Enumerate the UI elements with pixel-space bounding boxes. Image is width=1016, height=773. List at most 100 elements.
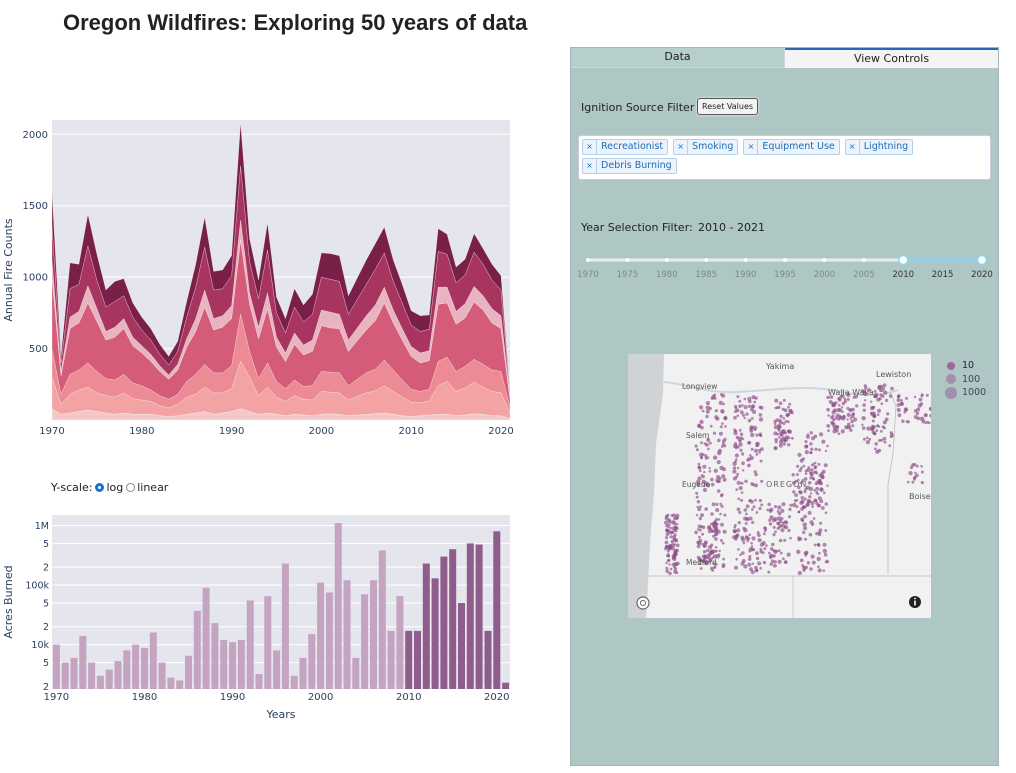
bar-2006[interactable] [370, 580, 377, 689]
fire-dot [703, 540, 708, 545]
bar-2007[interactable] [378, 550, 386, 690]
ignition-source-multiselect[interactable]: × Recreationist × Smoking × Equipment Us… [578, 135, 991, 180]
bar-2018[interactable] [475, 544, 483, 690]
fire-dot [821, 469, 826, 474]
bar-1981[interactable] [149, 632, 157, 690]
bar-1998[interactable] [299, 657, 307, 689]
fire-counts-area-chart[interactable]: 500 1000 1500 2000 1970 1980 1990 2000 2010 2020… [0, 110, 530, 445]
map-canvas[interactable]: Yakima Lewiston Walla Walla Longview Sal… [628, 354, 931, 618]
tab-data[interactable]: Data [571, 48, 785, 68]
tab-view-controls[interactable]: View Controls [785, 48, 998, 68]
ocean [628, 354, 664, 618]
legend-item-10[interactable]: 10 [945, 359, 986, 373]
remove-chip-icon[interactable]: × [744, 140, 759, 154]
bar-2000[interactable] [317, 582, 325, 689]
fire-dot [700, 513, 704, 518]
bar-2013[interactable] [431, 578, 439, 689]
oregon-fire-map[interactable]: Yakima Lewiston Walla Walla Longview Sal… [628, 354, 931, 618]
fire-dot [700, 474, 704, 477]
bar-1976[interactable] [105, 669, 113, 689]
bar-2002[interactable] [334, 523, 342, 689]
legend-item-1000[interactable]: 1000 [945, 386, 986, 400]
bar-y-tick-label: 5 [43, 539, 49, 550]
mapbox-logo-icon[interactable] [636, 596, 650, 610]
bar-1982[interactable] [158, 662, 166, 689]
legend-item-100[interactable]: 100 [945, 373, 986, 387]
fire-dot [797, 452, 802, 457]
fire-dot [805, 502, 810, 507]
bar-1989[interactable] [220, 639, 228, 689]
bar-1986[interactable] [193, 610, 201, 689]
bar-2008[interactable] [387, 630, 395, 689]
fire-dot [815, 490, 819, 494]
bar-2003[interactable] [343, 580, 351, 689]
bar-1993[interactable] [255, 674, 263, 689]
slider-handle-start[interactable] [897, 254, 909, 266]
bar-1979[interactable] [132, 644, 140, 689]
info-icon[interactable] [909, 596, 921, 608]
bar-1985[interactable] [185, 655, 192, 689]
bar-1980[interactable] [141, 647, 148, 689]
fire-dot [747, 404, 751, 408]
fire-dot [809, 442, 813, 446]
remove-chip-icon[interactable]: × [846, 140, 860, 154]
bar-1997[interactable] [290, 675, 298, 689]
remove-chip-icon[interactable]: × [583, 159, 597, 173]
bar-1974[interactable] [88, 662, 96, 689]
bar-1992[interactable] [246, 600, 254, 690]
reset-values-button[interactable]: Reset Values [697, 98, 759, 115]
bar-2016[interactable] [458, 603, 465, 689]
bar-1971[interactable] [61, 662, 69, 689]
bar-y-tick-label: 2 [43, 622, 49, 633]
bar-1990[interactable] [229, 642, 236, 689]
bar-2015[interactable] [449, 549, 457, 689]
bar-2009[interactable] [396, 596, 404, 689]
bar-2021[interactable] [502, 682, 510, 689]
bar-2010[interactable] [405, 630, 413, 689]
bar-1995[interactable] [273, 650, 281, 689]
bar-1999[interactable] [308, 634, 316, 689]
bar-1984[interactable] [176, 680, 184, 690]
year-range-slider[interactable]: 1970 1975 1980 1985 1990 1995 2000 2005 2010 2015… [571, 248, 1000, 288]
fire-dot [718, 400, 723, 405]
bar-2004[interactable] [352, 657, 360, 689]
bar-2011[interactable] [414, 630, 421, 689]
bar-1983[interactable] [167, 677, 175, 689]
bar-2017[interactable] [466, 543, 474, 689]
fire-dot [721, 410, 725, 414]
remove-chip-icon[interactable]: × [583, 140, 597, 154]
legend-label-1000: 1000 [962, 387, 987, 399]
bar-1978[interactable] [123, 650, 131, 689]
area-series-7[interactable] [51, 122, 511, 395]
bar-1996[interactable] [281, 563, 289, 690]
bar-2020[interactable] [493, 531, 501, 689]
y-scale-log-option[interactable]: log [95, 481, 123, 494]
log-label: log [106, 481, 124, 494]
bar-1987[interactable] [202, 587, 210, 689]
y-scale-linear-option[interactable]: linear [126, 481, 168, 494]
bar-2014[interactable] [440, 556, 448, 689]
fire-dot [670, 530, 674, 534]
log-radio[interactable] [95, 483, 105, 492]
bar-1988[interactable] [211, 623, 219, 689]
area-y-tick-label: 500 [29, 344, 48, 355]
bar-1991[interactable] [237, 639, 245, 689]
slider-handle-end[interactable] [976, 254, 988, 266]
bar-1994[interactable] [264, 596, 272, 689]
chip-lightning: × Lightning [844, 139, 914, 155]
fire-dot [735, 475, 739, 479]
linear-radio[interactable] [126, 483, 136, 492]
bar-1972[interactable] [70, 657, 78, 689]
acres-burned-bar-chart[interactable]: 2 5 10k 2 5 100k 2 5 1M 1970 1980 1990 2000 2010 2020… [0, 508, 530, 723]
bar-1973[interactable] [79, 635, 87, 689]
bar-2019[interactable] [484, 630, 492, 689]
bar-2012[interactable] [422, 563, 430, 690]
bar-2005[interactable] [361, 594, 369, 689]
fire-dot [787, 443, 791, 447]
bar-2001[interactable] [325, 592, 333, 690]
remove-chip-icon[interactable]: × [674, 140, 689, 154]
bar-1977[interactable] [114, 661, 122, 689]
fire-dot [763, 526, 767, 530]
bar-1975[interactable] [96, 675, 104, 689]
bar-1970[interactable] [52, 644, 60, 689]
